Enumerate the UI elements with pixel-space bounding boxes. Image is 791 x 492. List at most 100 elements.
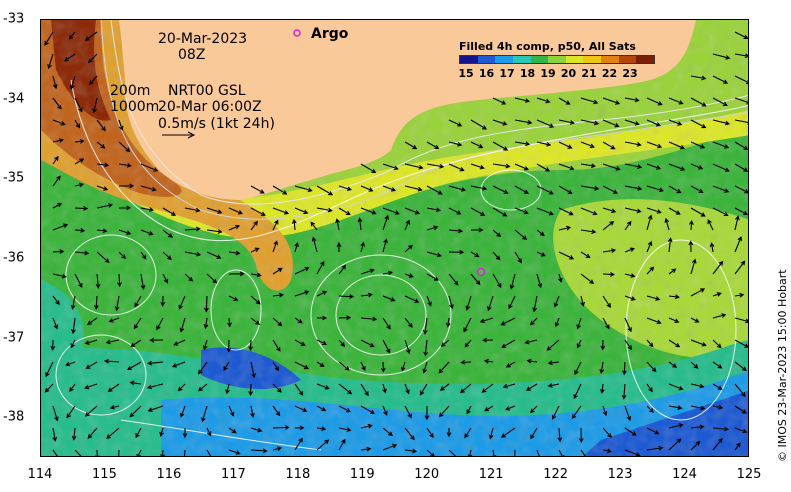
current-arrow (712, 163, 730, 172)
current-arrow (360, 361, 366, 372)
current-arrow (690, 163, 704, 170)
current-arrow (690, 383, 705, 389)
current-time-label: 20-Mar 06:00Z (158, 99, 262, 115)
current-arrow (147, 405, 164, 413)
current-arrow (712, 260, 724, 275)
current-arrow (294, 405, 308, 413)
current-arrow (338, 339, 346, 347)
current-arrow (536, 119, 555, 128)
current-arrow (227, 317, 232, 328)
current-arrow (734, 215, 740, 231)
current-arrow (316, 426, 327, 432)
current-arrow (505, 361, 516, 368)
current-arrow (206, 449, 212, 456)
current-arrow (602, 272, 615, 277)
current-arrow (272, 292, 285, 298)
current-arrow (360, 163, 377, 174)
current-arrow (129, 380, 142, 386)
current-arrow (206, 207, 223, 214)
colorbar-tick-label: 23 (622, 67, 638, 80)
current-arrow (338, 185, 352, 192)
current-arrow (316, 290, 328, 297)
current-arrow (360, 383, 369, 397)
current-arrow (316, 361, 325, 368)
current-arrow (202, 339, 208, 351)
current-arrow (558, 141, 573, 149)
current-arrow (96, 228, 108, 234)
current-arrow (248, 339, 254, 352)
current-arrow (514, 97, 530, 103)
eddy-contour (210, 269, 262, 351)
current-source-label: NRT00 GSL (168, 83, 246, 99)
current-arrow (690, 424, 705, 430)
current-arrow (52, 427, 58, 442)
current-arrow (338, 438, 346, 451)
current-arrow (558, 97, 571, 105)
colorbar-segment (601, 56, 619, 63)
current-arrow (602, 97, 621, 105)
current-arrow (600, 339, 606, 351)
current-arrow (426, 427, 434, 439)
current-arrow (526, 358, 538, 364)
current-arrow (52, 155, 59, 165)
current-arrow (294, 437, 303, 451)
current-arrow (117, 273, 122, 288)
current-arrow (734, 207, 748, 215)
current-arrow (664, 217, 670, 231)
map-panel (40, 19, 749, 457)
current-arrow (71, 427, 77, 441)
current-arrow (291, 218, 297, 231)
current-arrow (734, 236, 743, 253)
colorbar-tick-label: 20 (560, 67, 577, 80)
current-arrow (712, 75, 729, 84)
current-arrow (228, 405, 235, 417)
current-arrow (483, 405, 494, 412)
current-arrow (71, 317, 76, 335)
current-arrow (602, 119, 620, 128)
land-australia (119, 20, 748, 200)
current-arrow (734, 185, 748, 194)
current-arrow (602, 220, 615, 231)
x-tick-label: 124 (672, 467, 697, 482)
current-arrow (668, 339, 681, 348)
current-arrow (338, 405, 351, 413)
current-arrow (52, 203, 63, 209)
current-arrow (404, 383, 410, 395)
current-arrow (52, 317, 59, 330)
current-arrow (668, 268, 677, 275)
current-arrow (338, 264, 347, 275)
current-arrow (134, 295, 142, 308)
current-arrow (530, 427, 538, 440)
current-arrow (646, 207, 662, 214)
current-arrow (47, 53, 54, 70)
current-arrow (294, 317, 303, 324)
y-tick-label: -35 (3, 170, 25, 186)
current-arrow (88, 53, 98, 64)
current-arrow (338, 361, 350, 371)
current-arrow (382, 163, 399, 171)
current-arrow (162, 229, 173, 238)
current-arrow (580, 207, 598, 216)
current-arrow (492, 273, 502, 289)
current-arrow (382, 214, 389, 231)
current-arrow (149, 337, 164, 343)
current-arrow (466, 405, 472, 415)
current-arrow (52, 175, 61, 187)
eddy-contour (625, 239, 737, 421)
x-tick-label: 120 (414, 467, 440, 482)
current-arrow (206, 229, 223, 234)
current-arrow (492, 97, 507, 105)
current-arrow (580, 163, 597, 169)
current-arrow (446, 427, 452, 438)
current-arrow (580, 119, 600, 126)
current-arrow (272, 207, 290, 215)
current-arrow (360, 185, 374, 192)
current-arrow (558, 449, 565, 456)
current-arrow (118, 229, 132, 236)
colorbar-title: Filled 4h comp, p50, All Sats (459, 40, 636, 53)
current-arrow (712, 383, 723, 390)
colorbar-segment (583, 56, 602, 63)
current-arrow (95, 273, 101, 289)
current-arrow (129, 405, 142, 418)
current-arrow (178, 295, 186, 310)
